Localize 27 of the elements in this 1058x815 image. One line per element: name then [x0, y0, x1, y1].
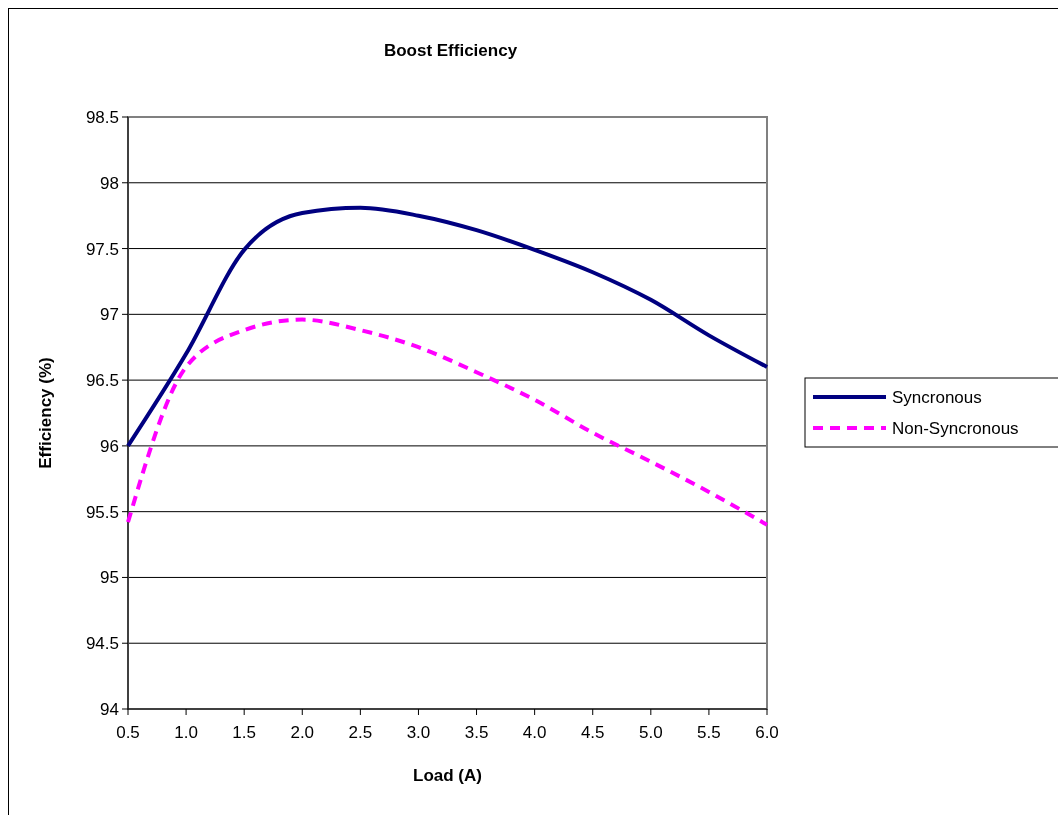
- legend-label: Non-Syncronous: [892, 419, 1019, 438]
- y-tick-label: 95.5: [85, 502, 119, 522]
- x-tick-label: 1.0: [174, 723, 198, 742]
- y-tick-label: 98.5: [85, 108, 119, 127]
- x-tick-label: 4.0: [522, 723, 547, 742]
- x-tick-label: 3.5: [464, 723, 489, 742]
- x-tick-label: 0.5: [116, 723, 140, 742]
- y-tick-label: 95: [100, 568, 119, 588]
- y-tick-label: 94.5: [85, 634, 119, 654]
- x-axis-title: Load (A): [413, 766, 482, 785]
- x-tick-label: 5.5: [697, 723, 721, 742]
- y-tick-label: 96: [100, 436, 119, 456]
- y-tick-label: 97.5: [85, 239, 119, 259]
- x-tick-label: 4.5: [580, 723, 605, 742]
- x-tick-label: 6.0: [755, 723, 779, 742]
- y-tick-label: 96.5: [85, 371, 119, 391]
- legend-label: Syncronous: [892, 388, 982, 407]
- y-tick-label: 98: [100, 173, 119, 193]
- x-tick-label: 5.0: [639, 723, 663, 742]
- y-tick-label: 97: [100, 305, 119, 325]
- y-axis-title: Efficiency (%): [36, 357, 55, 469]
- x-tick-label: 1.5: [232, 723, 256, 742]
- chart-title: Boost Efficiency: [383, 41, 518, 60]
- y-tick-label: 94: [100, 700, 119, 719]
- x-tick-label: 2.5: [348, 723, 373, 742]
- x-tick-label: 2.0: [290, 723, 315, 742]
- x-tick-label: 3.0: [406, 723, 431, 742]
